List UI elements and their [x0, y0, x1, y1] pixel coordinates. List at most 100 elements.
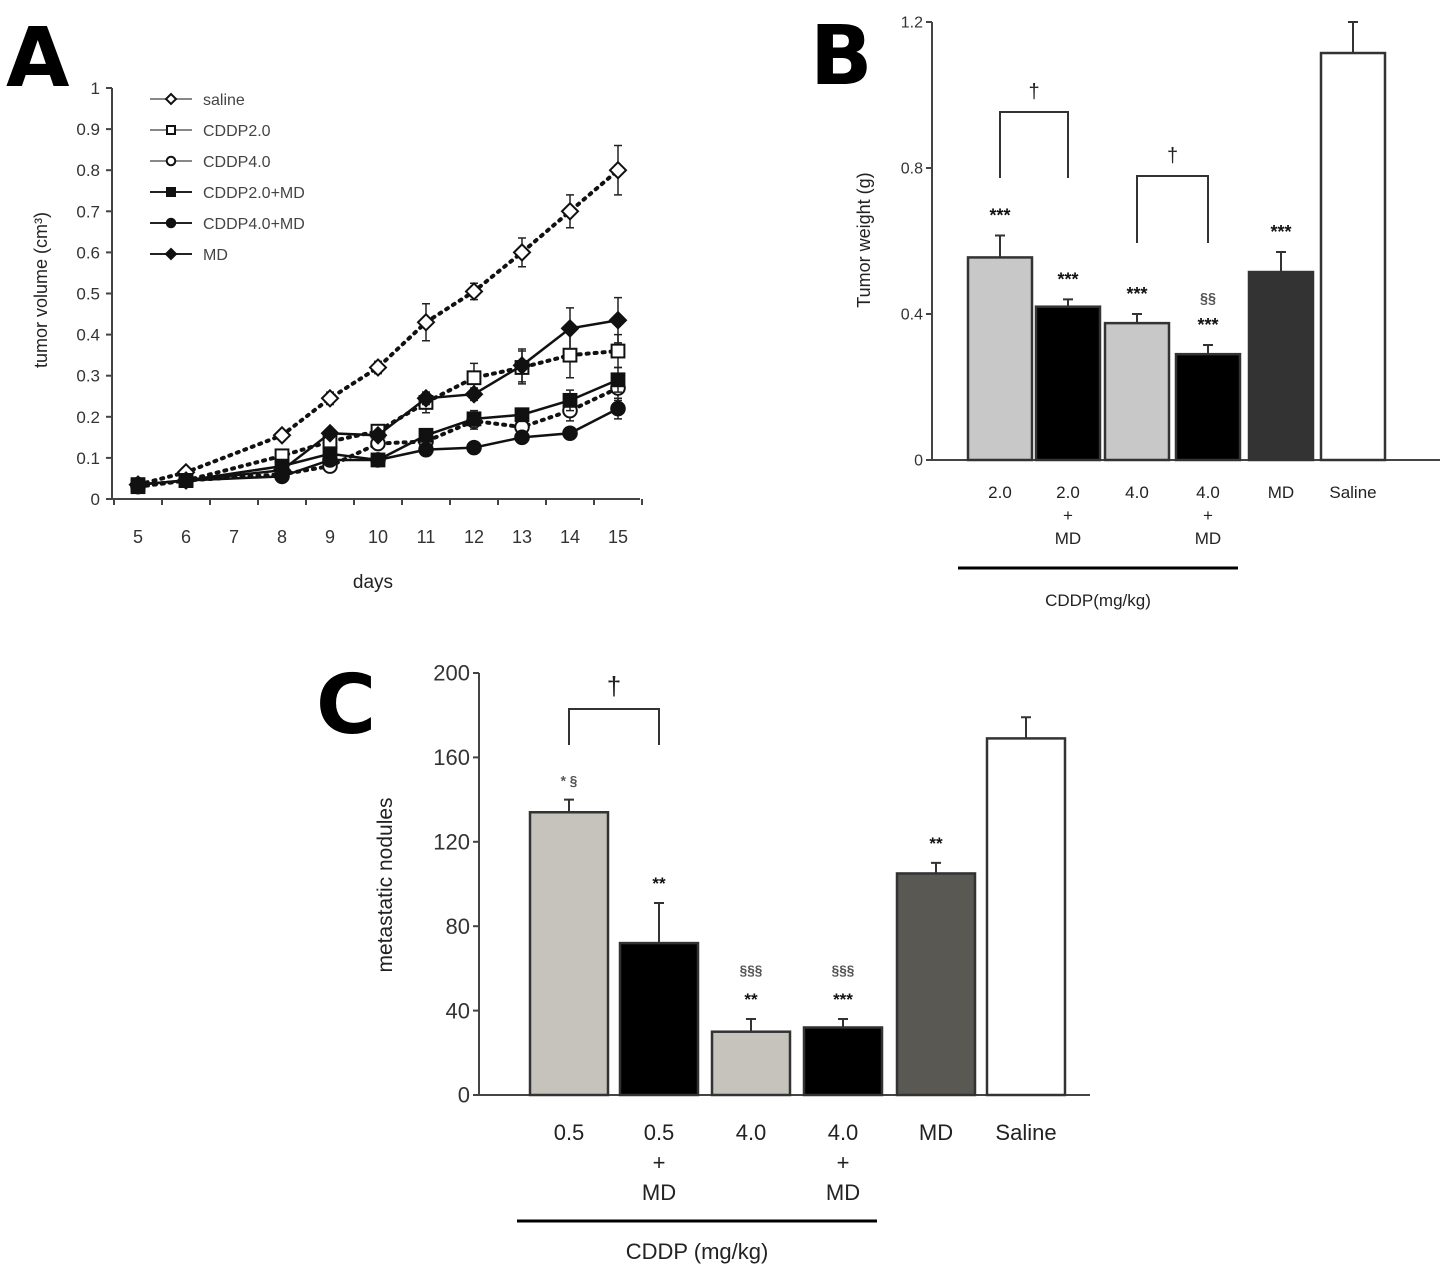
x-tick-label: 4.0 — [1125, 483, 1149, 502]
legend-item: saline — [150, 92, 245, 109]
series-md — [128, 296, 628, 495]
y-axis-title: metastatic nodules — [374, 797, 397, 972]
y-tick-label: 1 — [91, 79, 100, 98]
x-tick-label: MD — [642, 1180, 676, 1205]
significance-marker: §§ — [1200, 291, 1216, 307]
chart-c-metastatic-nodules: 0 40 80 120 160 200 0.5 0.5 + MD 4.0 4.0 + MD MD Saline… — [374, 661, 1090, 1264]
data-point — [514, 429, 530, 446]
bar-group — [1034, 298, 1102, 462]
y-tick-label: 0.4 — [901, 307, 923, 324]
data-point — [128, 475, 148, 495]
significance-marker: §§§ — [832, 963, 855, 978]
data-point — [466, 439, 482, 456]
y-tick-label: 0.1 — [76, 449, 100, 468]
x-tick-label: MD — [1055, 529, 1081, 548]
y-tick-label: 0.7 — [76, 202, 100, 221]
data-point — [368, 425, 388, 445]
series-cddp2-0-md — [130, 366, 626, 493]
significance-marker: ** — [744, 990, 758, 1009]
significance-marker: *** — [1270, 222, 1291, 242]
y-tick-label: 0.2 — [76, 408, 100, 427]
comparison-bracket — [568, 708, 660, 745]
x-tick-label: MD — [1195, 529, 1221, 548]
y-tick-label: 0 — [914, 453, 923, 470]
y-tick-label: 40 — [446, 998, 470, 1023]
x-tick-label: 8 — [277, 527, 287, 547]
error-bar — [564, 798, 574, 813]
x-tick-label: Saline — [995, 1120, 1056, 1145]
error-bar — [746, 1018, 756, 1032]
legend-marker — [166, 125, 176, 135]
data-point — [320, 388, 340, 408]
x-tick-label: 6 — [181, 527, 191, 547]
significance-marker: ** — [652, 874, 666, 893]
bar — [895, 872, 977, 1097]
x-tick-label: + — [837, 1150, 850, 1175]
legend-label: MD — [203, 247, 228, 264]
data-point — [272, 425, 292, 445]
data-point — [176, 471, 196, 490]
x-tick-label: 10 — [368, 527, 388, 547]
y-tick-label: 200 — [433, 661, 470, 686]
bar-group — [966, 234, 1034, 462]
bar-group — [1174, 344, 1242, 462]
data-point — [418, 441, 434, 458]
y-tick-label: 0 — [91, 490, 100, 509]
comparison-bracket — [999, 111, 1069, 178]
bar-group — [1319, 21, 1387, 462]
bar — [618, 941, 700, 1097]
data-point — [560, 201, 580, 221]
data-point — [272, 460, 292, 480]
error-bar — [1203, 344, 1213, 355]
y-tick-label: 160 — [433, 745, 470, 770]
x-tick-label: MD — [919, 1120, 953, 1145]
bar-group — [710, 1018, 792, 1097]
x-tick-label: 12 — [464, 527, 484, 547]
data-point — [464, 384, 484, 404]
data-point — [512, 356, 532, 375]
x-tick-label: 7 — [229, 527, 239, 547]
data-point — [608, 160, 628, 180]
y-tick-label: 0.4 — [76, 326, 100, 345]
data-point — [514, 407, 530, 423]
legend-label: CDDP4.0+MD — [203, 216, 305, 233]
x-tick-label: 4.0 — [828, 1120, 859, 1145]
y-tick-label: 1.2 — [901, 15, 923, 32]
series-line — [136, 318, 620, 486]
y-tick-label: 0.6 — [76, 243, 100, 262]
significance-marker: *** — [1197, 315, 1218, 335]
error-bar — [1132, 313, 1142, 324]
error-bar — [1021, 716, 1031, 739]
data-point — [562, 392, 578, 408]
data-point — [562, 347, 578, 363]
significance-marker: *** — [1126, 284, 1147, 304]
significance-marker: *** — [833, 990, 853, 1009]
bar — [1319, 51, 1387, 462]
bar-group — [618, 901, 700, 1097]
panel-label-b: B — [810, 9, 873, 104]
data-point — [416, 312, 436, 332]
error-bar — [1348, 21, 1358, 54]
bar — [802, 1026, 884, 1097]
legend-marker — [164, 247, 178, 261]
x-tick-label: 14 — [560, 527, 580, 547]
series-cddp2-0 — [130, 331, 626, 495]
significance-marker: ** — [929, 834, 943, 853]
y-axis-title: tumor volume (cm³) — [31, 212, 51, 368]
data-point — [418, 427, 434, 443]
x-axis-title: CDDP(mg/kg) — [1045, 591, 1151, 610]
data-point — [464, 282, 484, 301]
y-tick-label: 120 — [433, 830, 470, 855]
significance-marker: *** — [989, 206, 1010, 226]
legend-label: CDDP2.0 — [203, 123, 271, 140]
legend-item: CDDP2.0+MD — [150, 185, 305, 202]
error-bar — [838, 1018, 848, 1028]
data-point — [466, 370, 482, 386]
y-tick-label: 0.5 — [76, 285, 100, 304]
x-tick-label: Saline — [1329, 483, 1376, 502]
error-bar — [931, 861, 941, 874]
bar — [1174, 352, 1242, 462]
x-tick-label: 15 — [608, 527, 628, 547]
x-tick-label: MD — [826, 1180, 860, 1205]
